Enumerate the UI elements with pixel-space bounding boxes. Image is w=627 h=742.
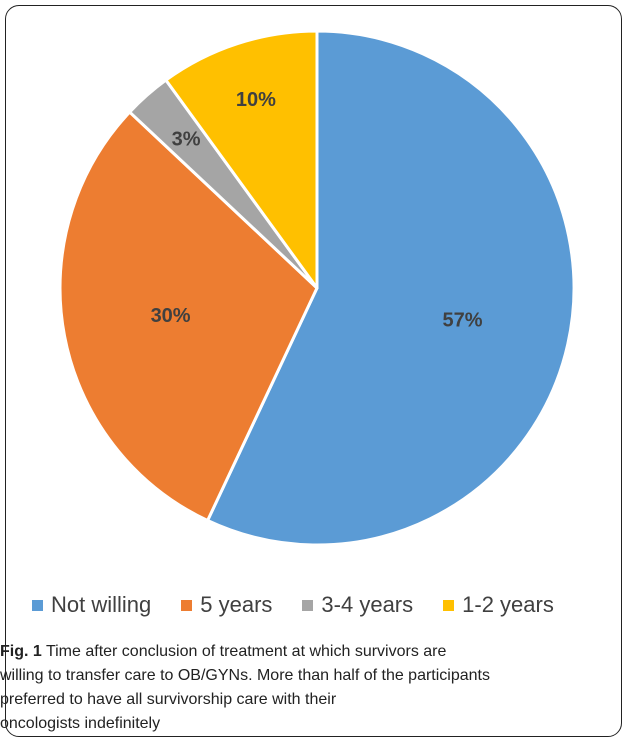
- legend-label-5-years: 5 years: [200, 592, 273, 617]
- legend-item-1-2-years: 1-2 years: [443, 592, 554, 618]
- legend-swatch-not-willing: [32, 599, 43, 611]
- slice-1-2-years: [164, 29, 319, 290]
- legend-swatch-3-4-years: [302, 599, 314, 611]
- caption-line-3: preferred to have all survivorship care …: [0, 691, 337, 708]
- caption-text-1: Time after conclusion of treatment at wh…: [45, 643, 447, 660]
- legend-item-not-willing: Not willing: [32, 592, 151, 618]
- caption-fig-label: Fig. 1: [0, 643, 42, 660]
- slice-not-willing: [206, 29, 576, 547]
- caption-line-2: willing to transfer care to OB/GYNs. Mor…: [0, 667, 490, 684]
- figure-caption: Fig. 1 Time after conclusion of treatmen…: [0, 640, 600, 736]
- legend-label-3-4-years: 3-4 years: [321, 592, 414, 617]
- slice-label-3-4-years: 3%: [172, 129, 201, 151]
- chart-legend: Not willing 5 years 3-4 years 1-2 years: [32, 590, 612, 620]
- slice-label-1-2-years: 10%: [236, 89, 276, 111]
- legend-item-3-4-years: 3-4 years: [302, 592, 413, 618]
- legend-swatch-5-years: [181, 599, 193, 611]
- legend-swatch-1-2-years: [443, 599, 455, 611]
- slice-label-not-willing: 57%: [442, 310, 482, 332]
- caption-line-4: oncologists indefinitely: [0, 715, 161, 732]
- slice-label-5-years: 30%: [151, 305, 191, 327]
- caption-line-1: Fig. 1 Time after conclusion of treatmen…: [0, 640, 600, 664]
- slice-5-years: [58, 110, 319, 523]
- legend-item-5-years: 5 years: [181, 592, 272, 618]
- pie-chart: 57% 30% 3% 10%: [58, 29, 576, 547]
- legend-label-1-2-years: 1-2 years: [462, 592, 554, 617]
- legend-label-not-willing: Not willing: [51, 592, 152, 617]
